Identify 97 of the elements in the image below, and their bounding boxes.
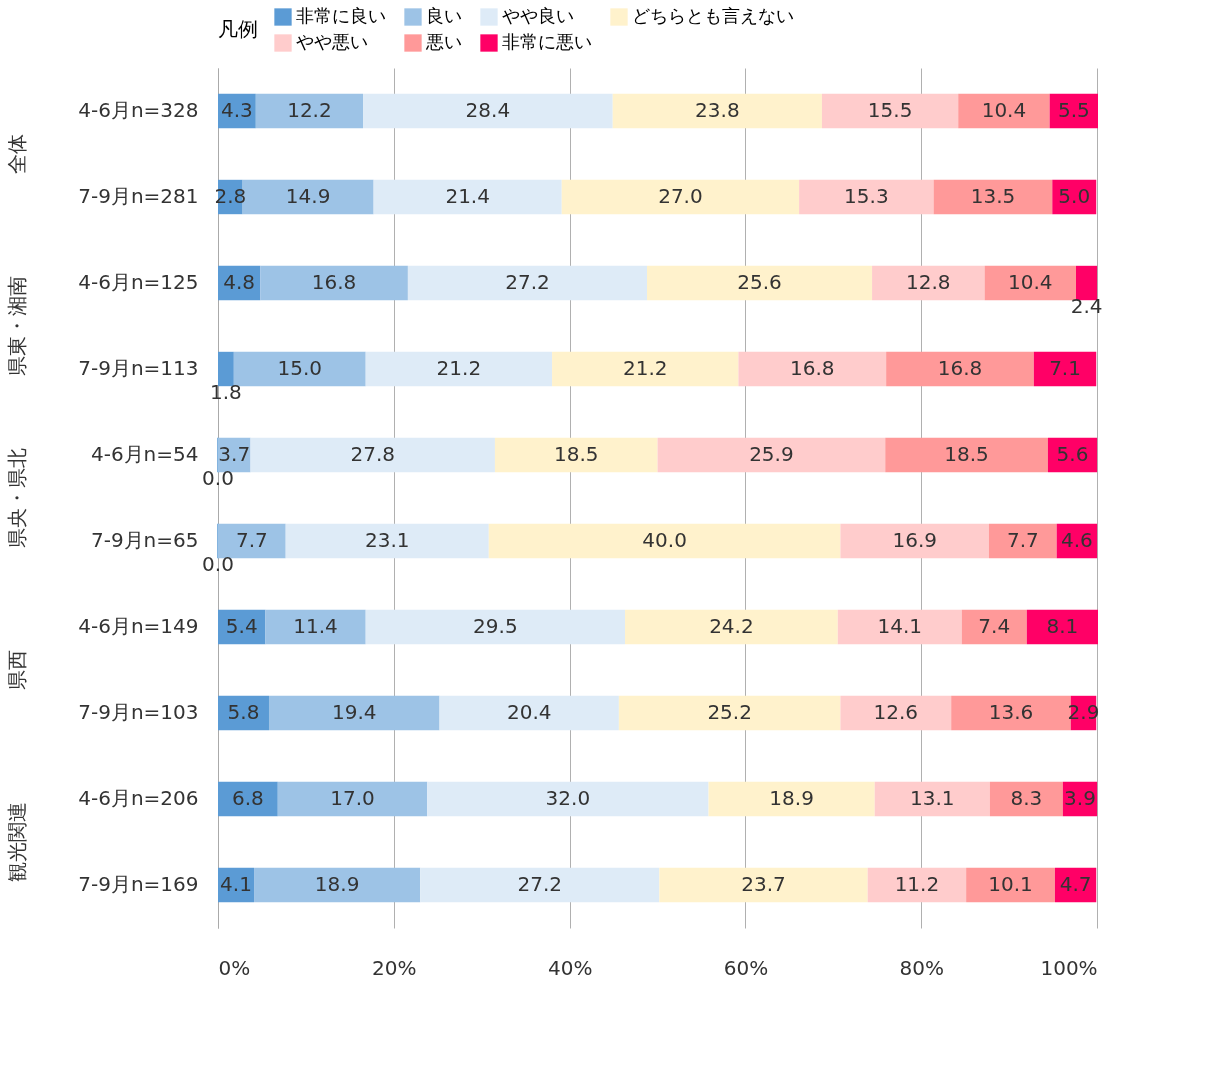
data-label: 4.8 xyxy=(223,270,256,294)
x-tick-label: 40% xyxy=(547,955,593,980)
data-label: 13.1 xyxy=(910,786,955,810)
data-label: 7.4 xyxy=(978,614,1011,638)
data-label: 14.9 xyxy=(285,184,331,208)
text: 観光関連 xyxy=(5,802,29,882)
data-label: 27.2 xyxy=(517,872,563,896)
data-label: 4.1 xyxy=(220,872,252,896)
data-label: 15.0 xyxy=(277,356,323,380)
data-label: 6.8 xyxy=(231,786,264,810)
legend-title: 凡例 xyxy=(218,17,258,41)
text: 県西 xyxy=(5,650,29,690)
text: 県東・湘南 xyxy=(5,276,29,376)
legend-label: どちらとも言えない xyxy=(632,5,794,26)
legend-label: 非常に良い xyxy=(296,5,386,26)
data-label: 23.8 xyxy=(695,98,740,122)
data-label: 28.4 xyxy=(465,98,511,122)
data-label: 0.0 xyxy=(202,552,234,576)
data-label: 18.9 xyxy=(769,786,814,810)
data-label: 18.9 xyxy=(314,872,360,896)
y-tick-label: 7-9月n=169 xyxy=(78,872,199,896)
data-label: 8.3 xyxy=(1010,786,1043,810)
data-label: 2.4 xyxy=(1070,294,1103,318)
data-label: 15.3 xyxy=(844,184,889,208)
data-label: 14.1 xyxy=(877,614,923,638)
data-label: 0.0 xyxy=(202,466,234,490)
text: 県央・県北 xyxy=(5,448,29,548)
x-tick-label: 100% xyxy=(1040,955,1098,980)
data-label: 4.3 xyxy=(220,98,253,122)
data-label: 25.9 xyxy=(749,442,794,466)
data-label: 7.1 xyxy=(1049,356,1081,380)
data-label: 27.2 xyxy=(505,270,550,294)
data-label: 10.1 xyxy=(988,872,1033,896)
data-label: 24.2 xyxy=(709,614,754,638)
data-label: 11.2 xyxy=(894,872,940,896)
data-label: 21.2 xyxy=(622,356,668,380)
data-label: 17.0 xyxy=(330,786,375,810)
data-label: 5.5 xyxy=(1057,98,1090,122)
data-label: 16.8 xyxy=(937,356,983,380)
data-label: 5.4 xyxy=(225,614,258,638)
legend-label: やや良い xyxy=(502,5,574,26)
x-tick-label: 0% xyxy=(218,955,251,980)
y-tick-label: 7-9月n=103 xyxy=(78,700,199,724)
data-label: 12.6 xyxy=(873,700,919,724)
data-label: 5.6 xyxy=(1056,442,1089,466)
text: 全体 xyxy=(5,134,29,174)
data-label: 29.5 xyxy=(473,614,518,638)
x-tick-label: 20% xyxy=(372,955,417,980)
data-label: 10.4 xyxy=(981,98,1027,122)
data-label: 27.0 xyxy=(658,184,703,208)
x-tick-label: 80% xyxy=(899,955,945,980)
data-label: 12.8 xyxy=(906,270,951,294)
data-label: 11.4 xyxy=(293,614,338,638)
y-tick-label: 7-9月n=65 xyxy=(90,528,199,552)
data-label: 20.4 xyxy=(506,700,552,724)
data-label: 18.5 xyxy=(944,442,989,466)
data-label: 10.4 xyxy=(1008,270,1053,294)
data-label: 12.2 xyxy=(287,98,332,122)
x-tick-label: 60% xyxy=(723,955,769,980)
data-label: 1.8 xyxy=(210,380,242,404)
data-label: 5.8 xyxy=(227,700,260,724)
data-label: 21.4 xyxy=(445,184,490,208)
data-label: 32.0 xyxy=(545,786,591,810)
y-tick-label: 4-6月n=206 xyxy=(78,786,199,810)
data-label: 13.5 xyxy=(970,184,1016,208)
y-tick-label: 7-9月n=281 xyxy=(78,184,199,208)
y-tick-label: 4-6月n=54 xyxy=(90,442,199,466)
data-label: 3.9 xyxy=(1064,786,1096,810)
y-tick-label: 7-9月n=113 xyxy=(78,356,199,380)
data-label: 5.0 xyxy=(1058,184,1091,208)
legend-label: 良い xyxy=(426,5,462,26)
data-label: 4.6 xyxy=(1060,528,1093,552)
legend-label: 非常に悪い xyxy=(502,31,592,52)
data-label: 27.8 xyxy=(350,442,395,466)
y-tick-label: 4-6月n=328 xyxy=(78,98,199,122)
data-label: 21.2 xyxy=(436,356,482,380)
data-label: 13.6 xyxy=(988,700,1034,724)
data-label: 7.7 xyxy=(235,528,268,552)
data-label: 3.7 xyxy=(218,442,251,466)
data-label: 25.6 xyxy=(737,270,782,294)
data-label: 18.5 xyxy=(553,442,599,466)
y-tick-label: 4-6月n=149 xyxy=(78,614,199,638)
data-label: 23.1 xyxy=(364,528,410,552)
data-label: 4.7 xyxy=(1059,872,1092,896)
data-label: 8.1 xyxy=(1046,614,1079,638)
data-label: 25.2 xyxy=(707,700,752,724)
data-label: 23.7 xyxy=(741,872,786,896)
legend-label: やや悪い xyxy=(296,31,368,52)
data-label: 16.8 xyxy=(790,356,835,380)
data-label: 16.9 xyxy=(892,528,937,552)
data-label: 16.8 xyxy=(311,270,357,294)
data-label: 19.4 xyxy=(332,700,377,724)
legend-label: 悪い xyxy=(425,31,462,52)
data-label: 40.0 xyxy=(642,528,687,552)
data-label: 15.5 xyxy=(867,98,913,122)
data-label: 7.7 xyxy=(1006,528,1039,552)
y-tick-label: 4-6月n=125 xyxy=(78,270,199,294)
